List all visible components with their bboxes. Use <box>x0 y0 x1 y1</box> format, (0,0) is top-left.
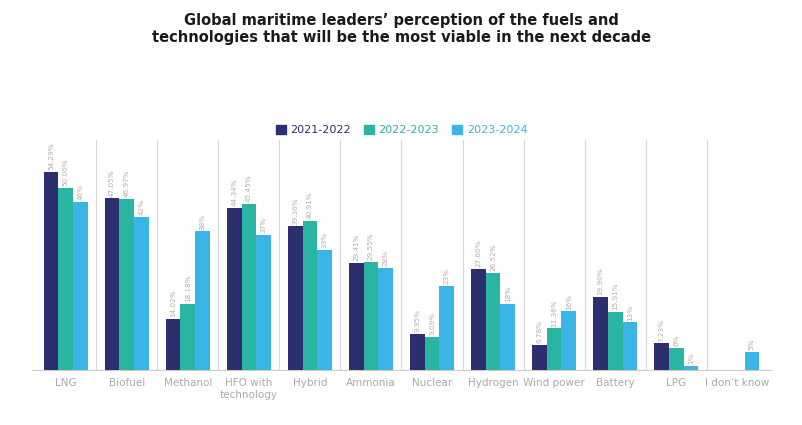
Bar <box>288 227 302 370</box>
Text: 14.02%: 14.02% <box>170 289 176 317</box>
Text: 37%: 37% <box>260 217 266 233</box>
Bar <box>363 262 378 370</box>
Bar <box>424 337 439 370</box>
Text: 18%: 18% <box>504 286 510 302</box>
Bar <box>607 312 622 370</box>
Text: 18.18%: 18.18% <box>184 274 191 302</box>
Bar <box>668 348 683 370</box>
Text: 16%: 16% <box>565 294 571 310</box>
Bar <box>43 172 59 370</box>
Text: 40.91%: 40.91% <box>306 191 313 219</box>
Text: 15.91%: 15.91% <box>611 282 618 310</box>
Bar <box>349 263 363 370</box>
Text: 1%: 1% <box>687 353 693 364</box>
Text: 23%: 23% <box>444 268 449 284</box>
Bar <box>532 345 546 370</box>
Text: 45.45%: 45.45% <box>245 175 252 202</box>
Bar <box>593 297 607 370</box>
Bar <box>654 343 668 370</box>
Text: 38%: 38% <box>199 213 205 230</box>
Text: 13%: 13% <box>626 304 632 320</box>
Bar <box>410 334 424 370</box>
Text: 29.55%: 29.55% <box>367 232 374 260</box>
Text: 47.05%: 47.05% <box>109 169 115 196</box>
Bar <box>59 187 73 370</box>
Text: 54.29%: 54.29% <box>48 142 54 170</box>
Text: 46.97%: 46.97% <box>124 169 130 197</box>
Text: 7.23%: 7.23% <box>658 319 664 342</box>
Bar <box>485 273 500 370</box>
Bar <box>500 304 514 370</box>
Text: 9.09%: 9.09% <box>428 312 435 335</box>
Bar <box>119 198 134 370</box>
Bar <box>546 329 561 370</box>
Bar <box>134 217 148 370</box>
Bar <box>180 303 195 370</box>
Bar <box>561 312 575 370</box>
Text: 50.00%: 50.00% <box>63 158 69 186</box>
Text: 33%: 33% <box>321 232 327 248</box>
Text: 28%: 28% <box>382 250 388 266</box>
Text: 46%: 46% <box>77 184 83 200</box>
Text: 11.36%: 11.36% <box>550 299 557 326</box>
Bar <box>683 366 698 370</box>
Bar <box>104 198 119 370</box>
Text: 19.90%: 19.90% <box>597 268 603 295</box>
Text: 29.41%: 29.41% <box>353 233 358 261</box>
Bar <box>317 249 331 370</box>
Text: 5%: 5% <box>748 338 754 350</box>
Bar <box>439 286 453 370</box>
Text: 39.36%: 39.36% <box>292 197 298 224</box>
Bar <box>256 235 270 370</box>
Text: Global maritime leaders’ perception of the fuels and
technologies that will be t: Global maritime leaders’ perception of t… <box>152 13 650 45</box>
Text: 27.60%: 27.60% <box>475 240 481 267</box>
Text: 42%: 42% <box>138 199 144 215</box>
Bar <box>166 319 180 370</box>
Bar <box>241 204 256 370</box>
Bar <box>227 208 241 370</box>
Text: 44.34%: 44.34% <box>231 179 237 207</box>
Bar <box>622 323 636 370</box>
Text: 26.52%: 26.52% <box>489 244 496 271</box>
Bar <box>302 221 317 370</box>
Bar <box>378 268 392 370</box>
Text: 9.95%: 9.95% <box>414 309 420 332</box>
Text: 6%: 6% <box>672 334 678 346</box>
Bar <box>73 202 87 370</box>
Bar <box>195 231 209 370</box>
Text: 6.78%: 6.78% <box>536 320 542 343</box>
Legend: 2021-2022, 2022-2023, 2023-2024: 2021-2022, 2022-2023, 2023-2024 <box>271 120 531 140</box>
Bar <box>471 269 485 370</box>
Bar <box>743 351 759 370</box>
